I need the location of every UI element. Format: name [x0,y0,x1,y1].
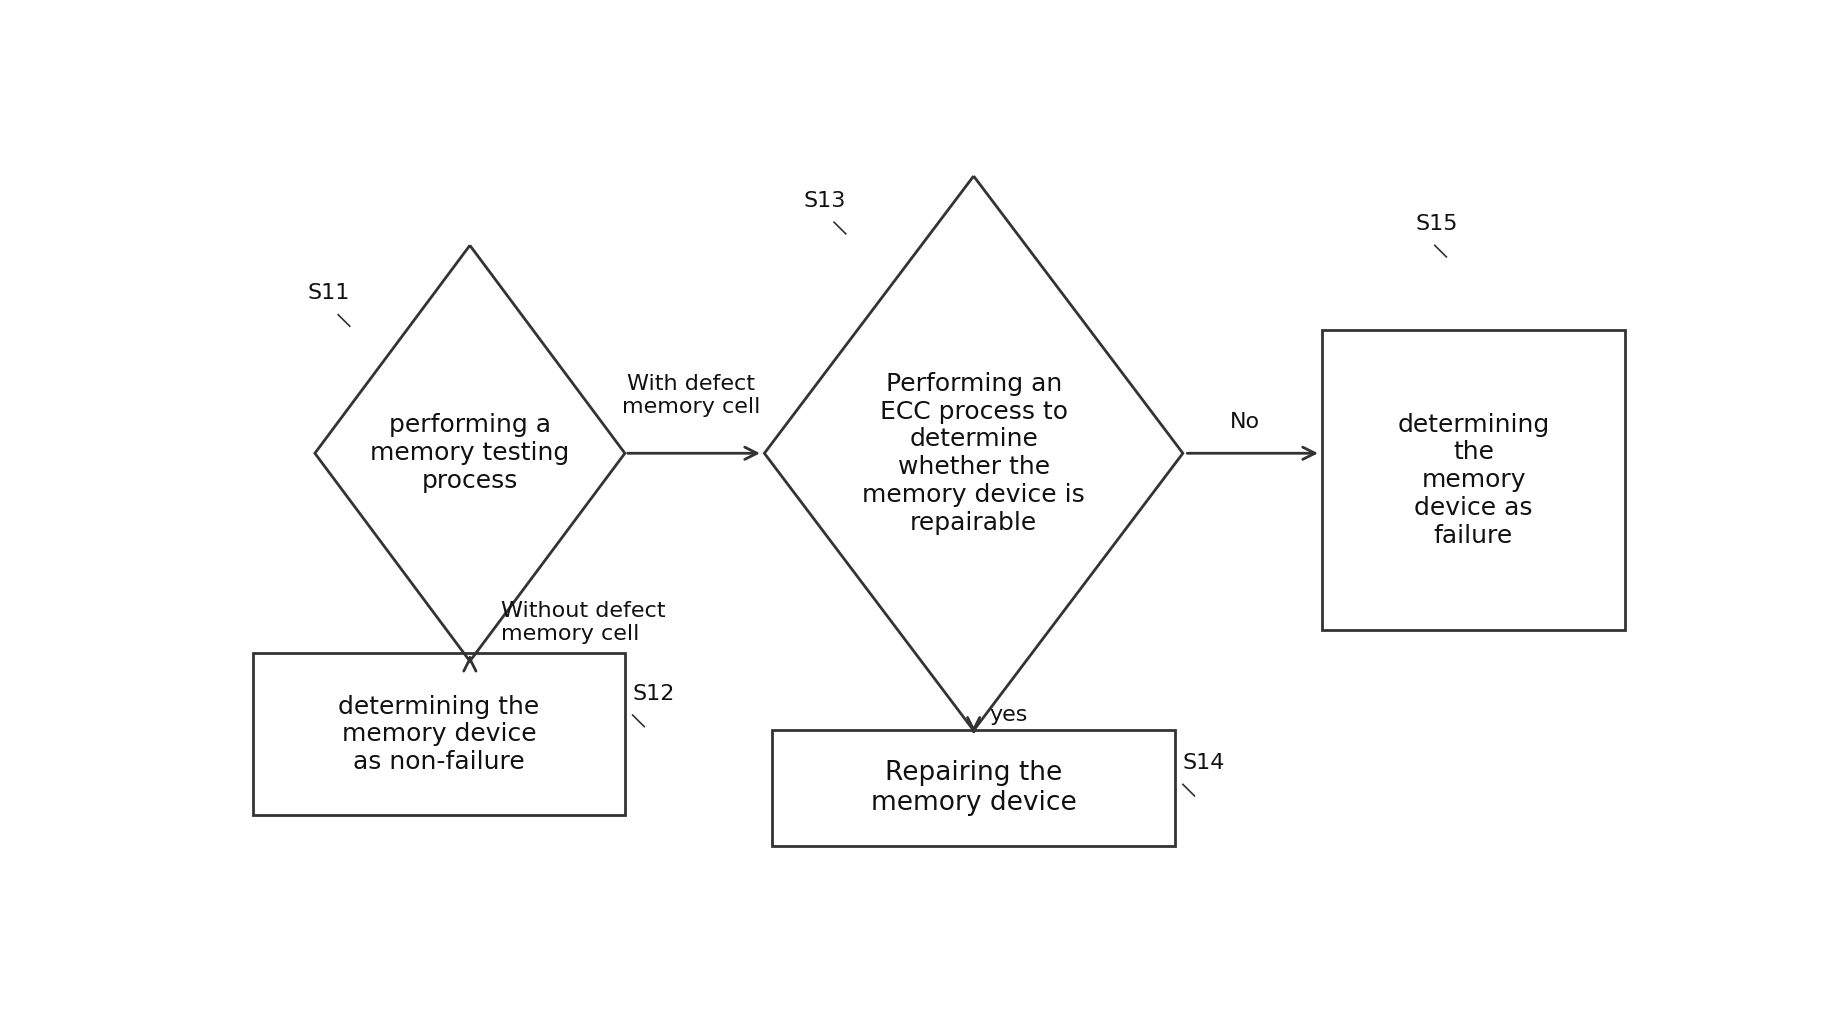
Text: Without defect
memory cell: Without defect memory cell [502,601,665,644]
Bar [254,654,625,815]
Text: determining the
memory device
as non-failure: determining the memory device as non-fai… [338,694,540,774]
Text: performing a
memory testing
process: performing a memory testing process [371,413,569,493]
Text: S12: S12 [632,683,674,703]
Text: determining
the
memory
device as
failure: determining the memory device as failure [1398,412,1550,548]
Text: Performing an
ECC process to
determine
whether the
memory device is
repairable: Performing an ECC process to determine w… [862,372,1086,534]
Text: S15: S15 [1414,214,1459,234]
Text: No: No [1229,412,1260,433]
Text: S13: S13 [803,190,845,211]
Bar [1323,330,1624,630]
Text: Repairing the
memory device: Repairing the memory device [871,760,1076,816]
Text: yes: yes [988,705,1027,725]
Bar [772,731,1176,846]
Text: With defect
memory cell: With defect memory cell [621,374,761,417]
Text: S14: S14 [1183,752,1225,773]
Text: S11: S11 [307,283,349,303]
